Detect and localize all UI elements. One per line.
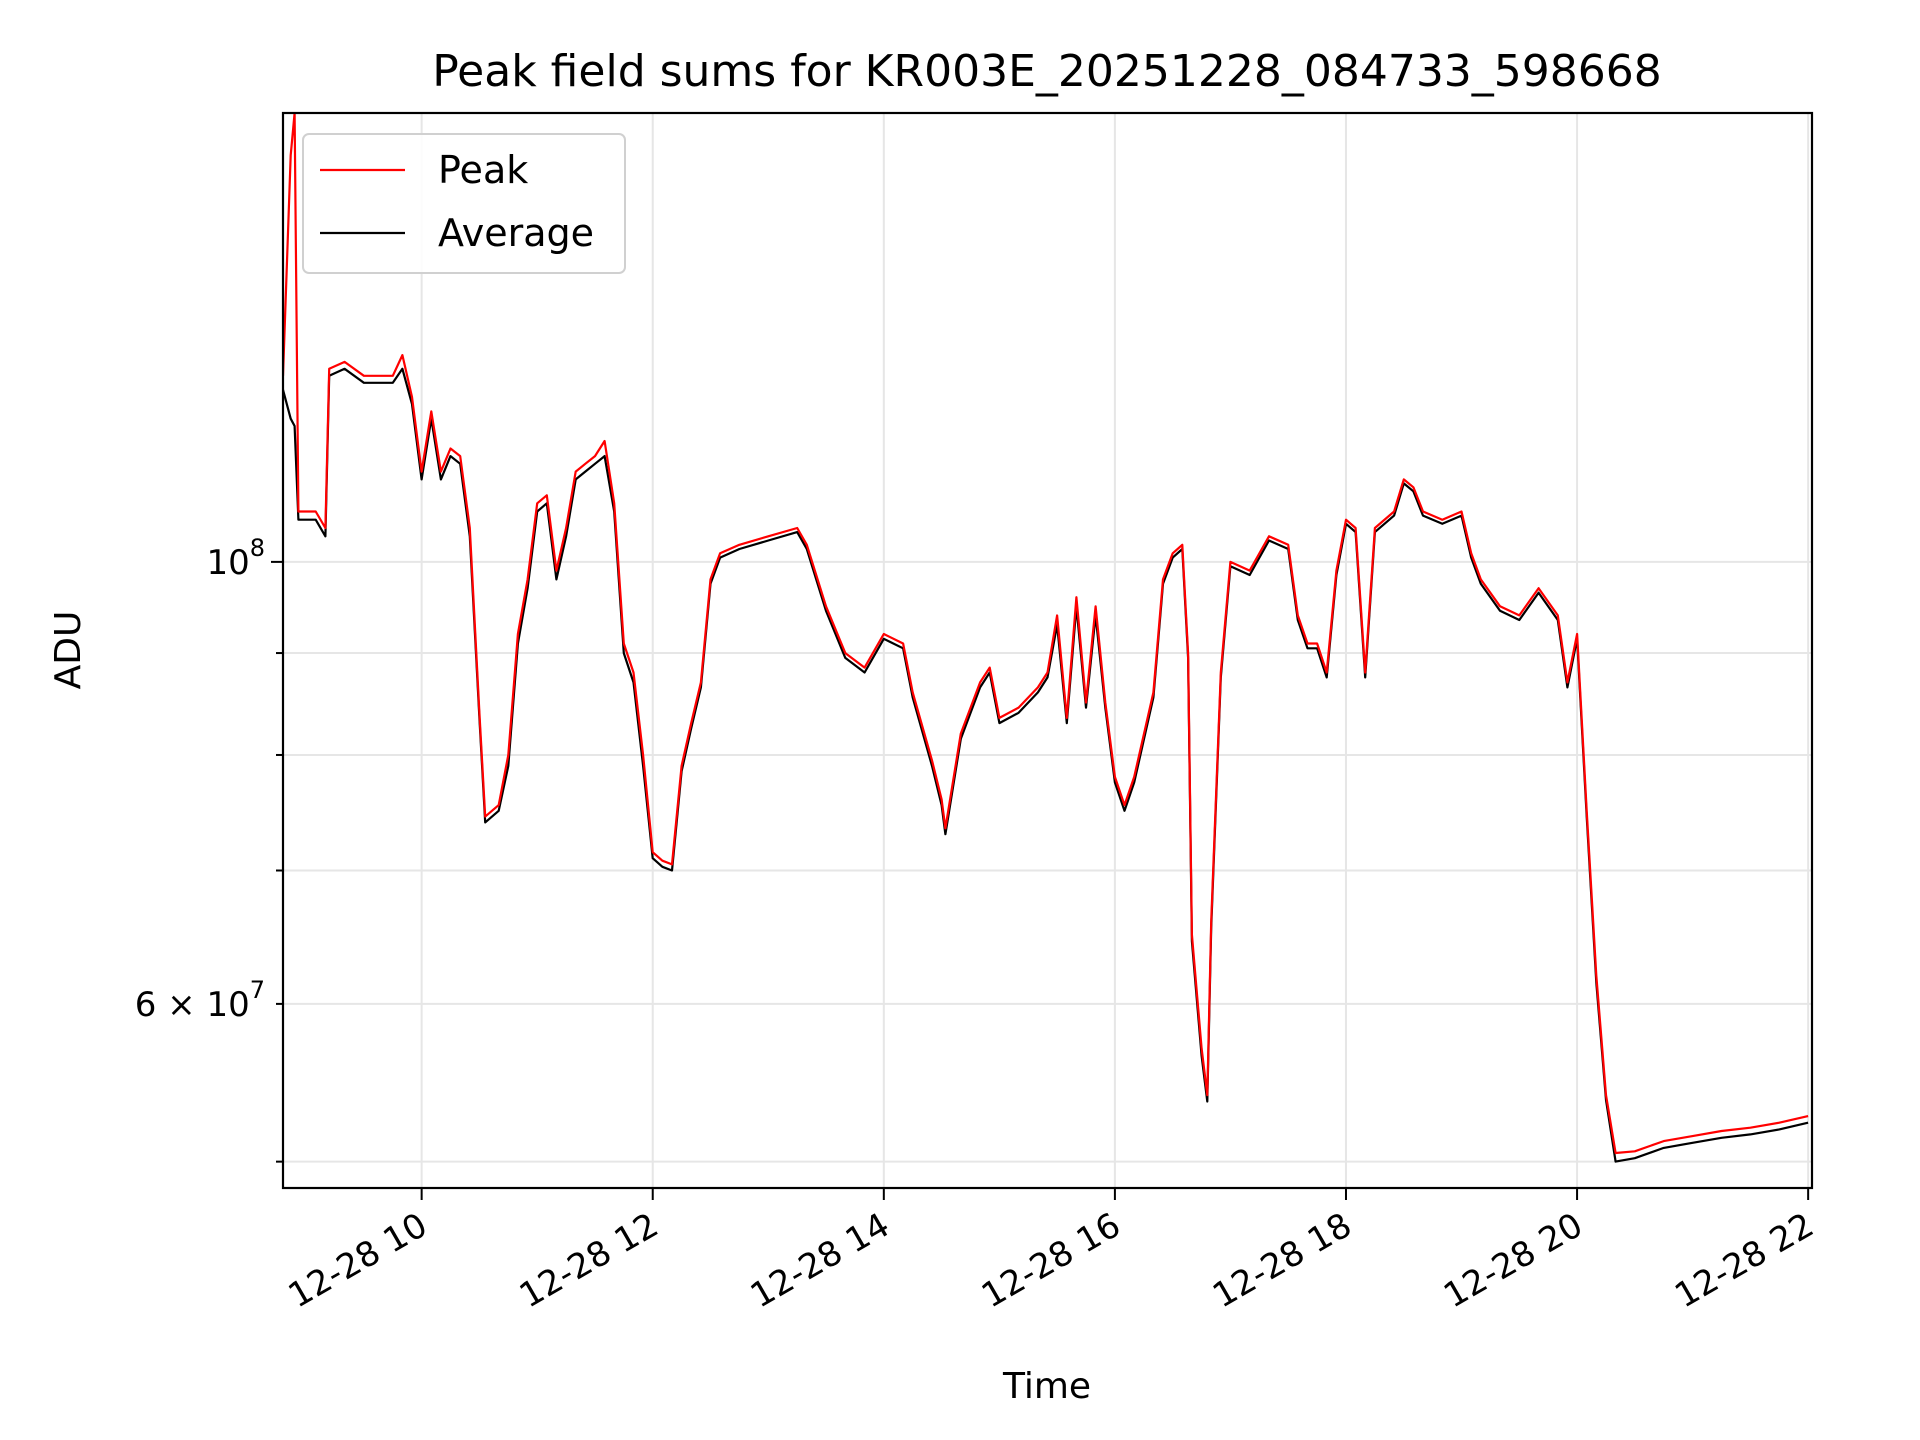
y-tick-label: 108 (206, 534, 265, 583)
series-lines (283, 113, 1809, 1163)
y-axis-label: ADU (48, 611, 89, 690)
grid (283, 113, 1812, 1188)
plot-frame (281, 111, 1814, 1190)
y-tick-label: 6 × 107 (135, 976, 265, 1025)
legend: Peak Average (302, 133, 626, 274)
series-line-average (283, 367, 1809, 1163)
legend-label-peak: Peak (438, 148, 528, 192)
legend-label-average: Average (438, 211, 594, 255)
legend-box (302, 133, 626, 274)
series-line-peak (283, 113, 1809, 1155)
chart-title: Peak field sums for KR003E_20251228_0847… (432, 46, 1662, 97)
x-axis-label: Time (1002, 1366, 1091, 1407)
y-axis: 108 6 × 107 (135, 534, 283, 1163)
